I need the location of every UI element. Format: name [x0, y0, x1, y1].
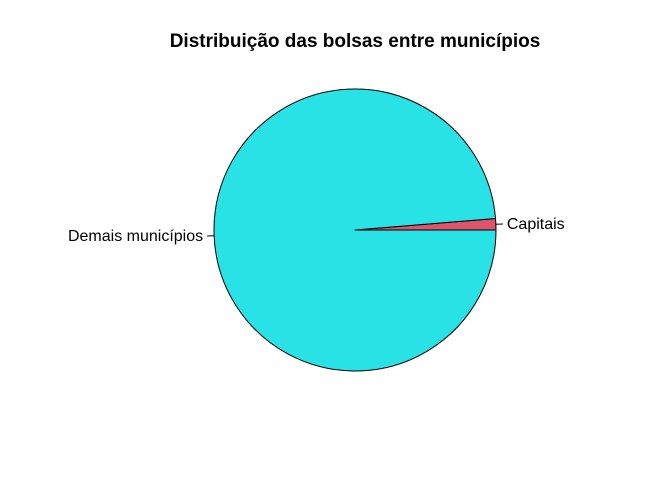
pie-slice-demais-municipios [213, 88, 497, 372]
chart-title: Distribuição das bolsas entre municípios [170, 31, 541, 52]
slice-label-demais-municipios: Demais municípios [68, 228, 203, 245]
slice-label-capitais: Capitais [507, 216, 565, 233]
label-ticks [207, 223, 503, 237]
slice-labels: Capitais Demais municípios [68, 216, 565, 245]
pie-slices [213, 88, 497, 372]
